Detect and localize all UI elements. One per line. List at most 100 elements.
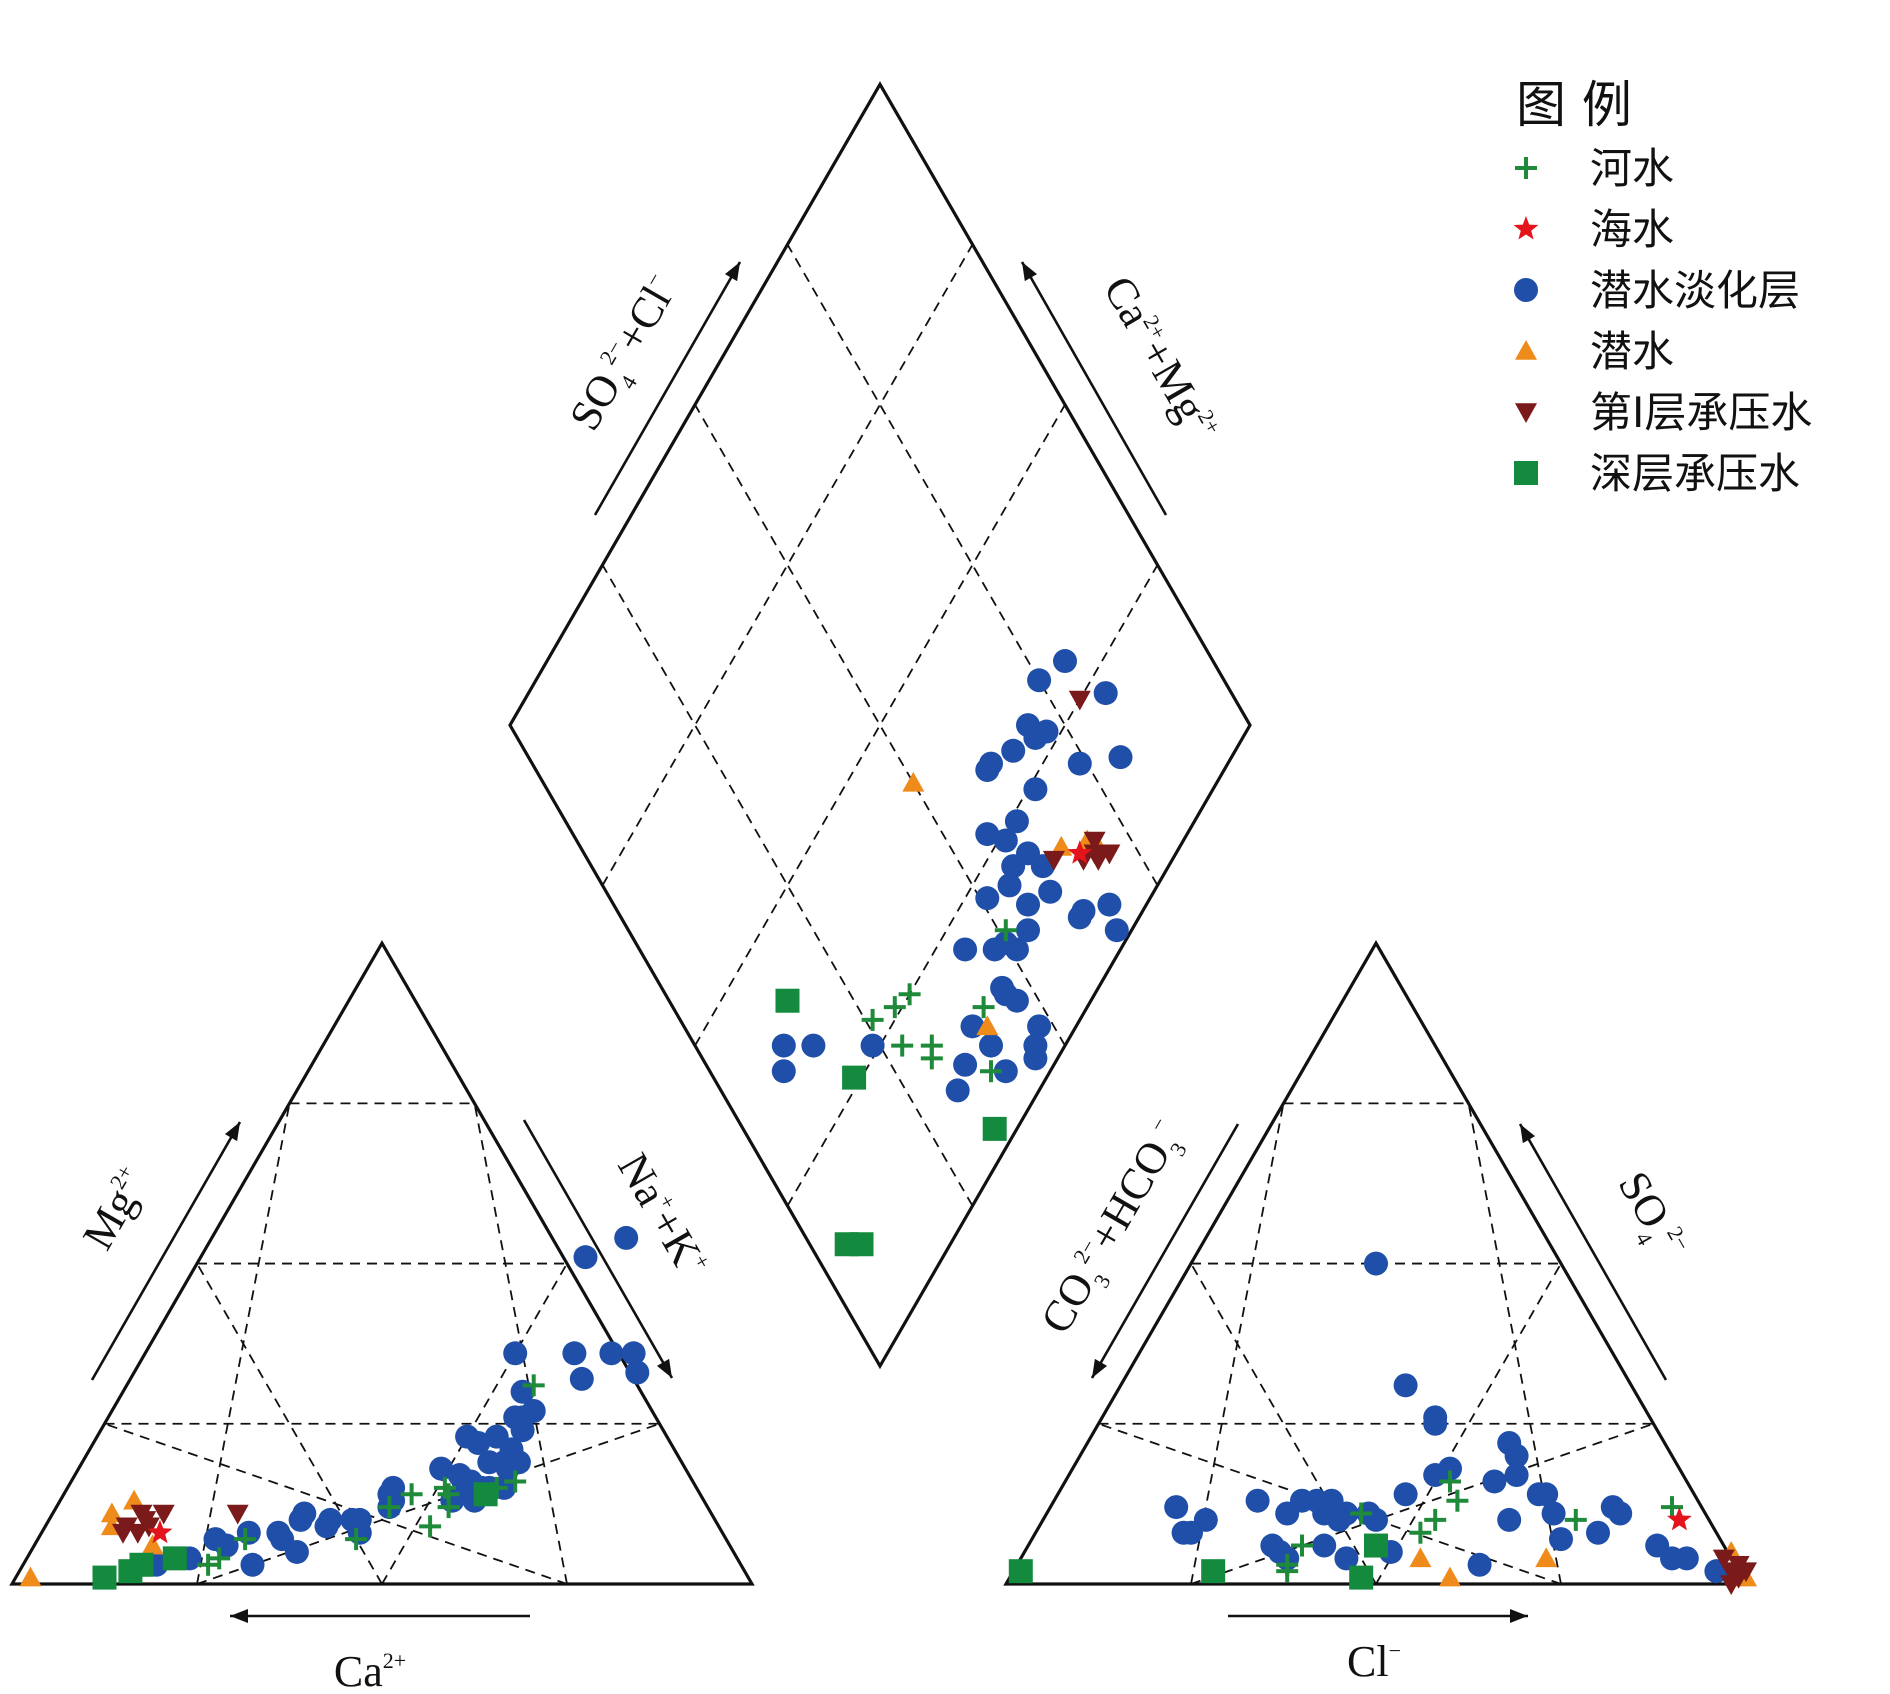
cation-point — [152, 1504, 175, 1525]
so4-axis-arrow — [1518, 1123, 1668, 1381]
cation-gridline — [104, 1422, 568, 1585]
cation-point — [503, 1341, 528, 1366]
diamond-point — [902, 771, 925, 792]
legend-label: 深层承压水 — [1590, 449, 1800, 498]
diamond-gridline — [601, 244, 974, 886]
diamond-point — [953, 937, 978, 962]
diamond-point — [898, 983, 921, 1006]
diamond-gridline — [786, 564, 1159, 1207]
diamond-point — [860, 1033, 885, 1058]
diamond-point — [979, 1033, 1003, 1058]
cation-point — [240, 1552, 265, 1577]
diamond-gridline — [786, 244, 1159, 886]
cation-point — [19, 1566, 42, 1587]
diamond-point — [945, 1078, 970, 1103]
anion-gridline — [1190, 1263, 1377, 1585]
anion-point — [1674, 1546, 1699, 1571]
anion-point — [1245, 1488, 1270, 1513]
anion-point — [1467, 1552, 1492, 1577]
cation-point — [621, 1341, 646, 1366]
diamond-point — [975, 886, 1000, 911]
legend-label: 潜水 — [1590, 327, 1674, 376]
legend-marker — [1515, 340, 1537, 360]
cation-point — [466, 1431, 491, 1456]
cation-point — [234, 1528, 257, 1551]
legend-label: 海水 — [1590, 205, 1674, 254]
diamond-point — [1097, 892, 1122, 917]
anion-point — [1534, 1482, 1559, 1507]
anion-point — [1008, 1559, 1033, 1584]
data-points — [19, 649, 1757, 1595]
cation-point — [130, 1504, 153, 1525]
plot-gridlines — [104, 244, 1654, 1585]
legend-marker — [1514, 278, 1538, 302]
diamond-point — [1016, 892, 1040, 917]
diamond-point — [1034, 719, 1059, 744]
diamond-point — [993, 828, 1018, 853]
cl-axis-label: Cl−​ — [1347, 1637, 1401, 1686]
legend-label: 潜水淡化层 — [1590, 266, 1800, 315]
diamond-point — [1023, 1046, 1048, 1071]
anion-point — [1393, 1373, 1418, 1398]
diamond-point — [1104, 918, 1129, 943]
cation-point — [208, 1547, 231, 1570]
cation-point — [147, 1519, 173, 1544]
diamond-frame — [508, 81, 1252, 1370]
diamond-point — [775, 988, 800, 1013]
so4-axis-label: SO4​2−​ — [1603, 1163, 1697, 1270]
anion-point — [1564, 1508, 1587, 1531]
cation-point — [381, 1475, 406, 1500]
axis-arrows — [90, 261, 1668, 1623]
legend-label: 河水 — [1590, 144, 1674, 193]
diamond-point — [1067, 905, 1092, 930]
cation-point — [345, 1528, 368, 1551]
anion-point — [1364, 1533, 1388, 1558]
co3-hco3-axis-arrow — [1090, 1123, 1240, 1379]
anion-point — [1482, 1469, 1507, 1494]
cation-point — [447, 1463, 472, 1488]
diamond-point — [891, 1034, 914, 1057]
cation-point — [123, 1489, 146, 1510]
diamond-point — [1067, 751, 1092, 776]
anion-point — [1276, 1553, 1299, 1576]
anion-point — [1497, 1507, 1522, 1532]
mg-axis-label: Mg2+​ — [73, 1160, 158, 1258]
cation-point — [92, 1565, 117, 1590]
diamond-point — [1004, 809, 1029, 834]
anion-point — [1667, 1506, 1692, 1531]
cation-point — [614, 1225, 639, 1250]
diamond-point — [1108, 745, 1133, 770]
cation-point — [429, 1456, 454, 1481]
cation-point — [288, 1507, 313, 1532]
diamond-point — [801, 1033, 826, 1058]
cl-axis-arrow — [1228, 1609, 1528, 1623]
diamond-point — [975, 758, 1000, 783]
anion-point — [1275, 1501, 1300, 1526]
diamond-point — [982, 1116, 1007, 1141]
cation-point — [314, 1514, 339, 1539]
mg-axis-arrow — [90, 1121, 242, 1381]
cation-point — [419, 1515, 442, 1538]
diamond-point — [883, 996, 906, 1019]
anion-point — [1424, 1508, 1447, 1531]
diamond-point — [861, 1008, 884, 1031]
diamond-gridline — [694, 404, 1066, 1047]
anion-point — [1201, 1559, 1226, 1584]
diamond-point — [1067, 840, 1093, 864]
anion-point — [1291, 1534, 1313, 1557]
diamond-point — [953, 1052, 978, 1077]
so4-cl-axis-label: SO4​2−​+Cl−​ — [560, 267, 693, 442]
diamond-point — [1068, 690, 1091, 711]
diamond-point — [990, 975, 1015, 1000]
na-k-axis-arrow — [522, 1119, 674, 1379]
diamond-point — [982, 937, 1007, 962]
cation-point — [141, 1534, 164, 1555]
diamond-point — [1083, 831, 1106, 852]
cation-point — [510, 1418, 535, 1443]
anion-point — [1549, 1527, 1573, 1552]
anion-point — [1439, 1566, 1461, 1587]
cation-point — [400, 1483, 423, 1506]
diamond-point — [972, 996, 995, 1019]
anion-point — [1586, 1520, 1610, 1545]
diamond-point — [771, 1033, 796, 1058]
